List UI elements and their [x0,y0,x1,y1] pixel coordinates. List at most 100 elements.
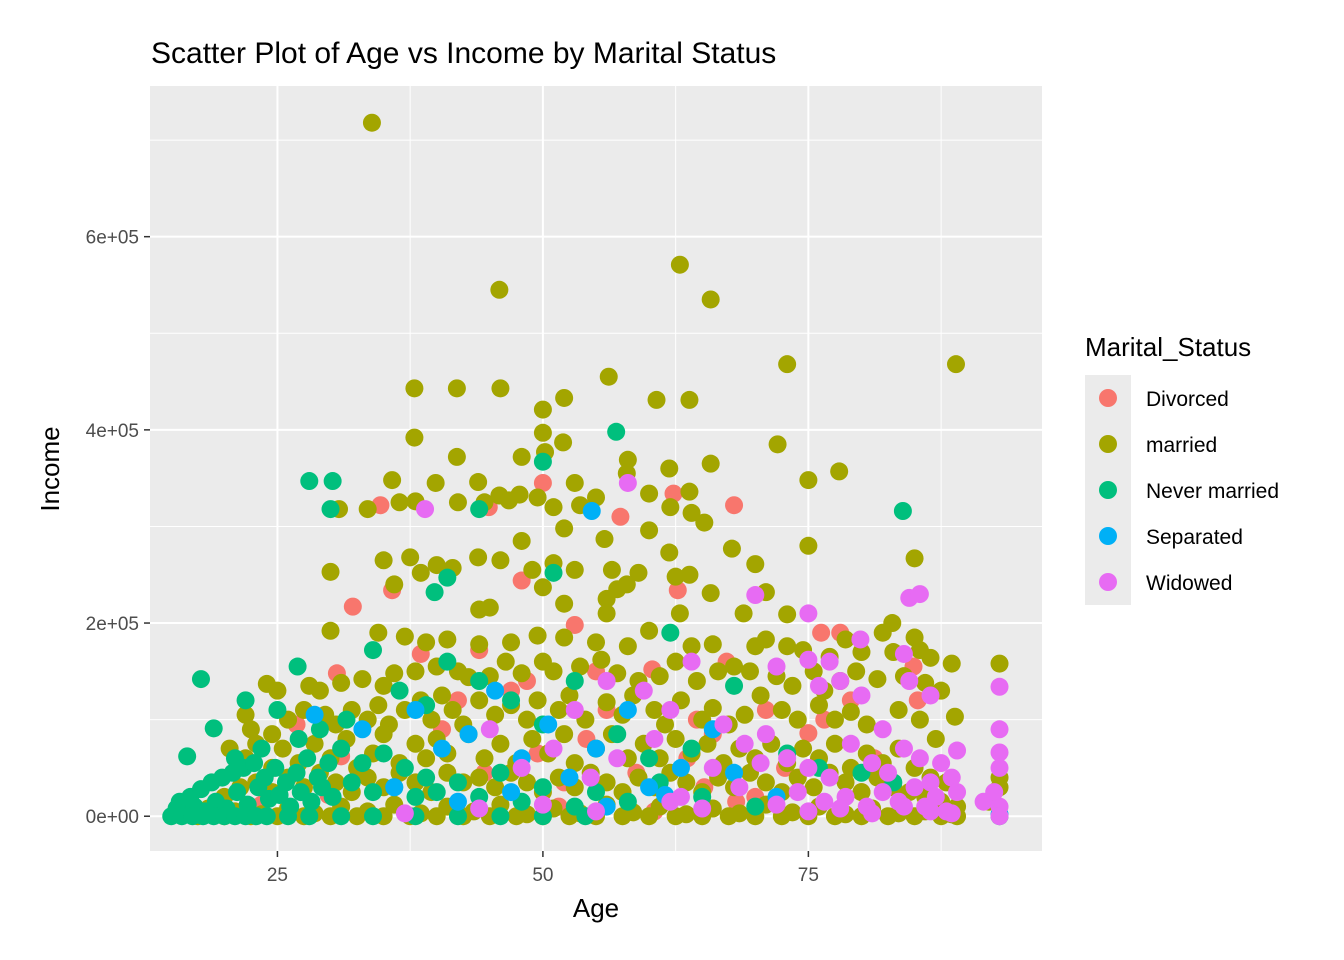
point-widowed [879,763,898,782]
point-never-married [618,792,637,811]
point-married [666,729,685,748]
point-divorced [664,484,683,503]
x-axis-title: Age [573,893,619,923]
point-widowed [799,650,818,669]
point-married [236,705,255,724]
point-married [640,807,659,826]
point-widowed [608,749,627,768]
legend-key-never-married [1099,481,1117,499]
point-widowed [730,778,749,797]
point-separated [587,739,605,758]
point-married [680,565,699,584]
point-married [554,433,573,452]
point-widowed [634,681,653,700]
point-widowed [416,500,435,519]
point-married [719,807,738,826]
point-married [533,400,552,419]
point-married [321,621,340,640]
point-married [841,702,860,721]
point-married [587,488,605,507]
point-married [768,435,787,454]
point-never-married [236,691,255,710]
point-widowed [990,743,1009,762]
point-never-married [364,783,382,802]
point-married [794,739,813,758]
point-married [405,428,424,447]
point-married [528,488,547,507]
point-married [735,705,754,724]
point-married [756,630,775,649]
point-married [682,503,701,522]
point-married [523,729,542,748]
point-widowed [565,700,584,719]
point-separated [671,758,690,777]
point-married [889,700,908,719]
point-never-married [288,657,307,676]
point-married [661,498,680,517]
y-tick-label: 0e+00 [86,807,139,828]
point-married [469,548,488,567]
point-married [647,390,666,409]
point-never-married [266,758,285,777]
point-married [385,575,404,594]
point-married [660,543,679,562]
legend-key-married [1099,435,1117,453]
point-married [592,650,611,669]
point-married [847,662,866,681]
point-divorced [725,496,744,515]
point-married [491,734,510,753]
y-tick-label: 2e+05 [86,614,139,635]
legend-label-widowed: Widowed [1146,572,1232,595]
point-married [618,450,637,469]
point-married [778,605,797,624]
point-married [629,563,648,582]
point-widowed [863,754,882,773]
point-married [746,555,765,574]
point-divorced [756,700,775,719]
point-married [701,584,720,603]
point-married [422,710,441,729]
point-never-married [470,500,489,519]
point-married [517,710,536,729]
point-widowed [735,734,754,753]
point-married [701,290,720,309]
point-never-married [448,807,467,826]
point-married [751,686,770,705]
point-married [469,473,488,492]
point-married [682,637,701,656]
point-never-married [178,747,197,766]
point-married [825,710,844,729]
point-married [597,589,616,608]
point-married [443,700,462,719]
point-widowed [820,768,839,787]
point-widowed [942,804,961,823]
point-married [555,594,574,613]
point-widowed [910,749,929,768]
point-widowed [746,586,765,605]
point-widowed [841,734,860,753]
point-married [799,536,818,555]
point-never-married [448,773,467,792]
point-never-married [427,783,446,802]
point-widowed [533,795,552,814]
point-widowed [703,758,722,777]
point-never-married [245,754,264,773]
point-married [666,567,685,586]
point-married [722,539,741,558]
point-married [836,773,855,792]
point-married [725,657,744,676]
point-widowed [900,672,919,690]
point-married [645,700,664,719]
point-married [734,604,753,623]
point-married [362,113,381,132]
point-married [555,388,574,407]
point-married [565,473,584,492]
point-widowed [863,804,882,823]
point-married [868,670,887,689]
legend-key-widowed [1099,573,1117,591]
point-never-married [319,754,338,773]
point-married [549,700,568,719]
point-married [427,556,446,575]
point-married [788,710,807,729]
point-widowed [948,783,967,802]
